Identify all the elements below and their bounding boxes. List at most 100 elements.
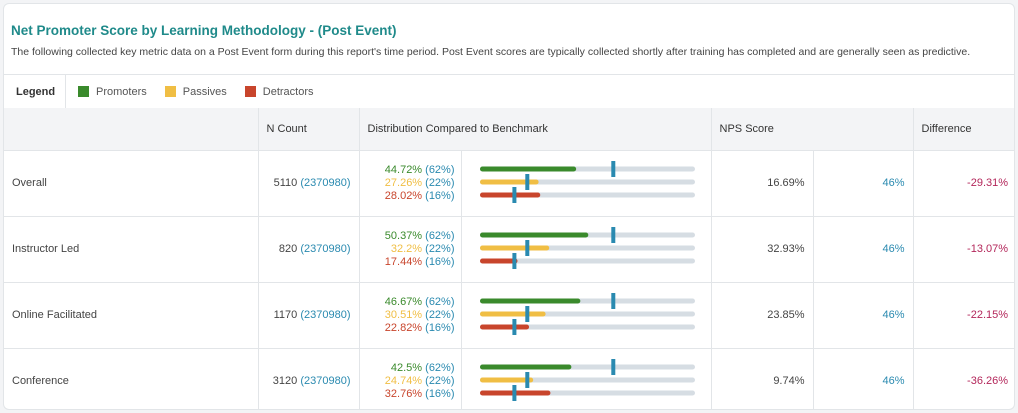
card-description: The following collected key metric data … [11, 46, 971, 58]
legend: Legend Promoters Passives Detractors [4, 74, 1014, 109]
passives-benchmark: (22%) [425, 242, 455, 255]
header-difference[interactable]: Difference [912, 108, 1014, 151]
promoters-value: 46.67% [384, 295, 423, 308]
n-count-cell: 1170 (2370980) [257, 281, 360, 349]
distribution-percentages: 42.5% (62%) 24.74% (22%) 32.76% (16%) [358, 347, 462, 409]
row-label-text: Conference [12, 375, 69, 387]
detractors-benchmark: (16%) [425, 189, 455, 202]
promoters-value: 44.72% [384, 163, 423, 176]
passives-benchmark: (22%) [425, 176, 455, 189]
distribution-bars [460, 149, 712, 217]
nps-benchmark-value: 46% [882, 375, 905, 387]
passives-track [479, 377, 695, 383]
detractors-bar [479, 192, 540, 198]
row-label-text: Overall [12, 177, 47, 189]
detractors-benchmark-marker [511, 319, 516, 335]
detractors-track [479, 324, 695, 330]
n-count-value: 3120 [272, 375, 298, 387]
detractors-benchmark-marker [511, 385, 516, 401]
passives-value: 27.26% [384, 176, 423, 189]
nps-score-value: 16.69% [767, 177, 805, 189]
distribution-percentages: 44.72% (62%) 27.26% (22%) 28.02% (16%) [358, 149, 462, 217]
distribution-bars [460, 215, 712, 283]
passives-bar [479, 377, 533, 383]
promoters-percentage-line: 44.72% (62%) [360, 164, 455, 177]
promoters-bar [479, 166, 576, 172]
detractors-bar [479, 324, 529, 330]
header-nps-score[interactable]: NPS Score [710, 108, 914, 151]
row-label-text: Online Facilitated [12, 309, 97, 321]
passives-percentage-line: 24.74% (22%) [360, 375, 455, 388]
difference-cell: -36.26% [912, 347, 1014, 409]
detractors-percentage-line: 28.02% (16%) [360, 190, 455, 203]
n-count-value: 1170 [273, 309, 298, 321]
promoters-value: 50.37% [384, 229, 423, 242]
difference-value: -13.07% [967, 243, 1009, 255]
nps-benchmark-value: 46% [882, 243, 905, 255]
row-label: Conference [4, 347, 259, 409]
nps-score-value: 32.93% [767, 243, 805, 255]
nps-benchmark-cell: 46% [812, 149, 914, 217]
table-row: Overall 5110 (2370980) 44.72% (62%) 27.26% … [4, 149, 1014, 217]
promoters-benchmark: (62%) [425, 163, 455, 176]
detractors-value: 17.44% [384, 255, 423, 268]
row-label-text: Instructor Led [12, 243, 80, 255]
legend-item-passives: Passives [164, 85, 227, 98]
legend-label: Detractors [262, 85, 314, 98]
n-count-value: 5110 [273, 177, 298, 189]
difference-value: -22.15% [967, 309, 1009, 321]
card-title: Net Promoter Score by Learning Methodolo… [11, 23, 397, 38]
header-n-count[interactable]: N Count [257, 108, 360, 151]
promoters-benchmark: (62%) [425, 361, 455, 374]
passives-value: 24.74% [384, 374, 423, 387]
nps-card: Net Promoter Score by Learning Methodolo… [3, 3, 1015, 410]
n-count-cell: 3120 (2370980) [257, 347, 360, 409]
detractors-benchmark: (16%) [425, 255, 455, 268]
promoters-value: 42.5% [390, 361, 423, 374]
nps-score-cell: 16.69% [710, 149, 814, 217]
n-count-benchmark: (2370980) [300, 177, 351, 189]
nps-benchmark-cell: 46% [812, 281, 914, 349]
promoters-bar [479, 232, 588, 238]
detractors-percentage-line: 32.76% (16%) [360, 388, 455, 401]
distribution-chart [479, 293, 695, 335]
promoters-percentage-line: 42.5% (62%) [360, 362, 455, 375]
table-header-row: N Count Distribution Compared to Benchma… [4, 108, 1014, 151]
passives-benchmark: (22%) [425, 308, 455, 321]
detractors-value: 32.76% [384, 387, 423, 400]
detractors-swatch [244, 86, 256, 97]
passives-benchmark-marker [524, 372, 529, 388]
difference-value: -36.26% [967, 375, 1009, 387]
promoters-benchmark: (62%) [425, 229, 455, 242]
passives-swatch [164, 86, 176, 97]
passives-value: 30.51% [384, 308, 423, 321]
passives-bar [479, 179, 539, 185]
passives-percentage-line: 27.26% (22%) [360, 177, 455, 190]
legend-label: Promoters [96, 85, 147, 98]
nps-benchmark-cell: 46% [812, 215, 914, 283]
legend-item-detractors: Detractors [244, 85, 314, 98]
nps-benchmark-value: 46% [882, 309, 905, 321]
nps-score-value: 23.85% [767, 309, 805, 321]
row-label: Online Facilitated [4, 281, 259, 349]
detractors-bar [479, 258, 517, 264]
detractors-benchmark: (16%) [425, 321, 455, 334]
distribution-chart [479, 161, 695, 203]
passives-benchmark: (22%) [425, 374, 455, 387]
passives-benchmark-marker [524, 174, 529, 190]
distribution-bars [460, 281, 712, 349]
header-distribution[interactable]: Distribution Compared to Benchmark [358, 108, 712, 151]
detractors-value: 28.02% [384, 189, 423, 202]
n-count-benchmark: (2370980) [300, 309, 351, 321]
nps-benchmark-cell: 46% [812, 347, 914, 409]
row-label: Instructor Led [4, 215, 259, 283]
distribution-chart [479, 359, 695, 401]
legend-label: Passives [182, 85, 227, 98]
detractors-percentage-line: 22.82% (16%) [360, 322, 455, 335]
detractors-benchmark-marker [511, 253, 516, 269]
table-row: Instructor Led 820 (2370980) 50.37% (62%) 3… [4, 215, 1014, 283]
distribution-bars [460, 347, 712, 409]
promoters-benchmark: (62%) [425, 295, 455, 308]
header-label [4, 108, 259, 151]
nps-score-cell: 23.85% [710, 281, 814, 349]
